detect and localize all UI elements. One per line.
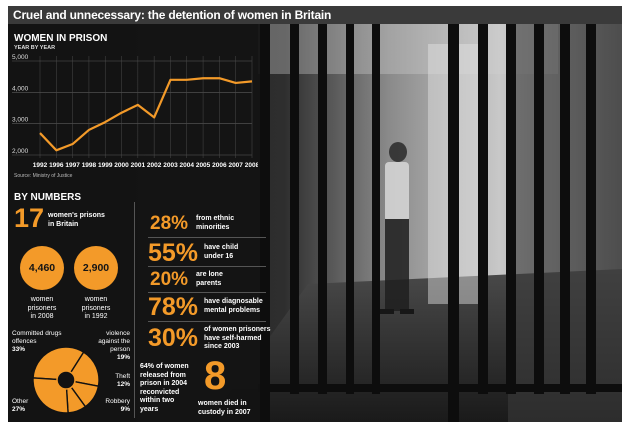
column-divider — [134, 202, 135, 418]
deaths-label: women died in custody in 2007 — [198, 400, 251, 416]
chart-title: WOMEN IN PRISON — [14, 33, 108, 44]
cell-bars — [258, 24, 622, 422]
circle-1992-label: women prisoners in 1992 — [81, 296, 111, 320]
x-tick-label: 1998 — [82, 162, 97, 169]
pie-label-drugs: Committed drugs offences 33% — [12, 330, 62, 353]
circle-1992: 2,900 — [74, 246, 118, 290]
stat-divider — [148, 321, 266, 322]
x-tick-label: 1997 — [65, 162, 80, 169]
chart-source: Source: Ministry of Justice — [14, 173, 73, 179]
y-tick-label: 2,000 — [12, 148, 29, 155]
stat-selfharm-label: of women prisoners have self-harmed sinc… — [204, 326, 271, 350]
stat-divider — [148, 266, 266, 267]
x-tick-label: 1996 — [49, 162, 64, 169]
pie-label-robbery: Robbery 9% — [105, 398, 130, 413]
stat-mental-value: 78% — [148, 293, 199, 321]
x-tick-label: 2007 — [228, 162, 243, 169]
by-numbers-title: BY NUMBERS — [14, 192, 82, 203]
stat-child-value: 55% — [148, 239, 199, 267]
officer-figure — [380, 142, 414, 314]
stat-selfharm-value: 30% — [148, 324, 199, 352]
pie-hole — [56, 370, 76, 390]
prisons-count: 17 — [14, 203, 45, 233]
x-tick-label: 2006 — [212, 162, 227, 169]
stat-lone-label: are lone parents — [196, 271, 223, 287]
stat-child-label: have child under 16 — [204, 244, 239, 260]
x-tick-label: 2008 — [245, 162, 258, 169]
pie-label-theft: Theft 12% — [115, 373, 130, 388]
infographic: WOMEN IN PRISON YEAR BY YEAR 5,000 4,000 3… — [8, 24, 622, 422]
stat-divider — [148, 237, 266, 238]
y-tick-label: 3,000 — [12, 117, 29, 124]
x-tick-label: 2003 — [163, 162, 178, 169]
page-title: Cruel and unnecessary: the detention of … — [8, 6, 622, 24]
x-tick-label: 2000 — [114, 162, 129, 169]
y-tick-label: 5,000 — [12, 54, 29, 61]
series-line — [39, 77, 253, 152]
pie-label-violence: violence against the person 19% — [98, 330, 130, 361]
circle-2008: 4,460 — [20, 246, 64, 290]
reconvicted-note: 64% of women released from prison in 200… — [140, 363, 189, 413]
stat-ethnic-value: 28% — [150, 213, 189, 234]
offences-pie — [32, 346, 100, 414]
x-tick-label: 2005 — [196, 162, 211, 169]
prisons-label: women's prisons in Britain — [48, 212, 105, 228]
x-tick-label: 2004 — [180, 162, 195, 169]
circle-2008-label: women prisoners in 2008 — [27, 296, 57, 320]
line-chart: 5,000 4,000 3,000 2,000 1992 1996 1997 1998 1999… — [12, 54, 258, 169]
pie-label-other: Other 27% — [12, 398, 29, 413]
y-tick-label: 4,000 — [12, 85, 29, 92]
stat-lone-value: 20% — [150, 269, 189, 290]
x-tick-label: 2001 — [131, 162, 146, 169]
deaths-value: 8 — [204, 354, 227, 398]
x-tick-label: 1999 — [98, 162, 113, 169]
chart-subtitle: YEAR BY YEAR — [14, 45, 56, 51]
stat-divider — [148, 292, 266, 293]
x-tick-label: 1992 — [33, 162, 48, 169]
stat-mental-label: have diagnosable mental problems — [204, 298, 263, 314]
x-tick-label: 2002 — [147, 162, 162, 169]
stat-ethnic-label: from ethnic minorities — [196, 215, 235, 231]
